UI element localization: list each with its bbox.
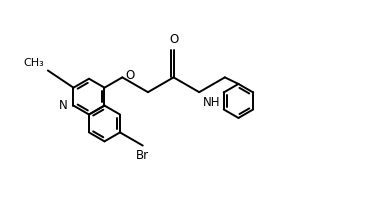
Text: O: O <box>125 69 134 82</box>
Text: O: O <box>169 33 178 46</box>
Text: NH: NH <box>203 96 220 109</box>
Text: Br: Br <box>136 149 149 162</box>
Text: N: N <box>59 99 68 112</box>
Text: CH₃: CH₃ <box>24 58 45 68</box>
